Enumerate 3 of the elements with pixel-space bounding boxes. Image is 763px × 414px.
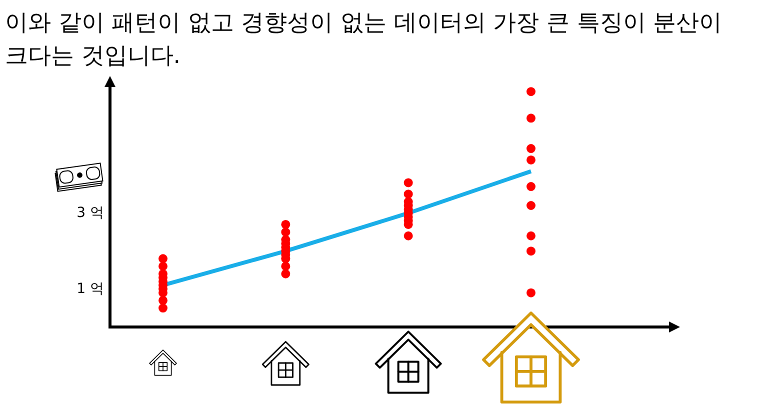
y-tick-label: 3 억: [76, 204, 104, 221]
chart-title: 이와 같이 패턴이 없고 경향성이 없는 데이터의 가장 큰 특징이 분산이 크다는 것입니다.: [5, 10, 722, 69]
y-tick-label: 1 억: [76, 280, 104, 297]
